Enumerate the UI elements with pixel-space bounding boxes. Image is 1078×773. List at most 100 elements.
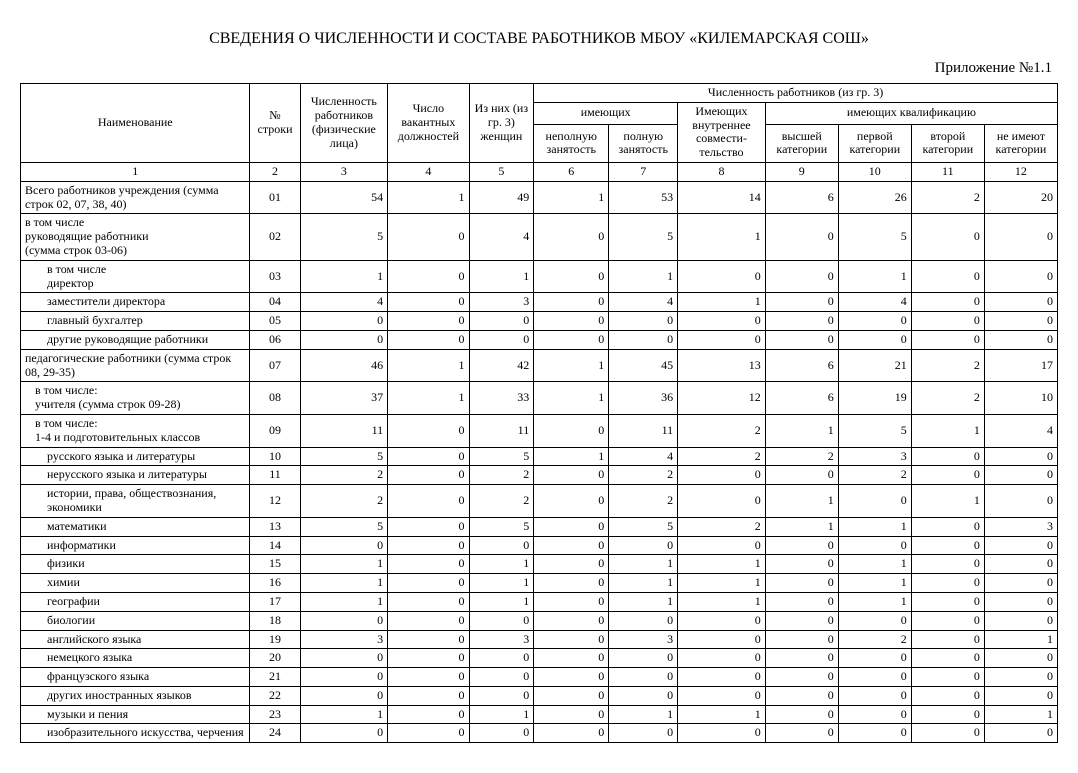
cell-value: 0 (469, 668, 534, 687)
cell-value: 1 (609, 574, 678, 593)
cell-value: 0 (678, 536, 766, 555)
column-number: 10 (838, 162, 911, 181)
cell-value: 2 (678, 414, 766, 447)
table-row: заместители директора044030410400 (21, 293, 1058, 312)
header-cat-second: второй категории (911, 124, 984, 162)
header-combined: Имеющих внутреннее совмести-тельство (678, 102, 766, 162)
cell-value: 0 (300, 649, 388, 668)
cell-value: 0 (838, 724, 911, 743)
cell-value: 2 (911, 349, 984, 382)
cell-value: 0 (678, 630, 766, 649)
column-number: 2 (250, 162, 300, 181)
cell-value: 0 (469, 330, 534, 349)
cell-value: 2 (911, 181, 984, 214)
cell-value: 0 (911, 293, 984, 312)
cell-value: 0 (609, 330, 678, 349)
cell-value: 0 (388, 611, 469, 630)
cell-value: 0 (534, 574, 609, 593)
cell-value: 5 (300, 447, 388, 466)
cell-value: 0 (388, 517, 469, 536)
cell-value: 0 (984, 611, 1057, 630)
cell-value: 1 (838, 517, 911, 536)
cell-value: 0 (765, 260, 838, 293)
cell-value: 0 (911, 592, 984, 611)
header-vacant: Число вакантных должностей (388, 84, 469, 163)
table-row: информатики140000000000 (21, 536, 1058, 555)
row-name: в том числе руководящие работники (сумма… (21, 214, 250, 260)
cell-value: 5 (838, 414, 911, 447)
cell-value: 33 (469, 382, 534, 415)
cell-value: 0 (300, 668, 388, 687)
cell-value: 1 (609, 705, 678, 724)
row-number: 04 (250, 293, 300, 312)
cell-value: 0 (911, 330, 984, 349)
row-name: немецкого языка (21, 649, 250, 668)
cell-value: 49 (469, 181, 534, 214)
cell-value: 0 (911, 668, 984, 687)
cell-value: 5 (300, 517, 388, 536)
cell-value: 11 (469, 414, 534, 447)
column-number: 7 (609, 162, 678, 181)
cell-value: 0 (388, 330, 469, 349)
row-name: физики (21, 555, 250, 574)
cell-value: 0 (388, 447, 469, 466)
cell-value: 0 (388, 312, 469, 331)
row-number: 20 (250, 649, 300, 668)
cell-value: 0 (534, 485, 609, 518)
cell-value: 0 (911, 517, 984, 536)
table-row: Всего работников учреждения (сумма строк… (21, 181, 1058, 214)
cell-value: 0 (911, 630, 984, 649)
table-row: в том числе руководящие работники (сумма… (21, 214, 1058, 260)
cell-value: 0 (678, 260, 766, 293)
row-number: 24 (250, 724, 300, 743)
row-name: в том числе: учителя (сумма строк 09-28) (21, 382, 250, 415)
cell-value: 0 (678, 686, 766, 705)
cell-value: 0 (388, 260, 469, 293)
cell-value: 1 (388, 382, 469, 415)
cell-value: 1 (838, 260, 911, 293)
row-number: 23 (250, 705, 300, 724)
cell-value: 0 (911, 312, 984, 331)
cell-value: 0 (300, 312, 388, 331)
cell-value: 0 (678, 668, 766, 687)
cell-value: 1 (469, 592, 534, 611)
cell-value: 6 (765, 181, 838, 214)
cell-value: 1 (678, 293, 766, 312)
cell-value: 0 (388, 592, 469, 611)
cell-value: 0 (911, 649, 984, 668)
table-row: другие руководящие работники060000000000 (21, 330, 1058, 349)
row-name: изобразительного искусства, черчения (21, 724, 250, 743)
cell-value: 0 (388, 724, 469, 743)
cell-value: 3 (609, 630, 678, 649)
cell-value: 2 (838, 630, 911, 649)
cell-value: 0 (534, 536, 609, 555)
cell-value: 0 (838, 536, 911, 555)
column-number: 12 (984, 162, 1057, 181)
cell-value: 0 (838, 705, 911, 724)
cell-value: 1 (469, 574, 534, 593)
row-number: 18 (250, 611, 300, 630)
cell-value: 46 (300, 349, 388, 382)
cell-value: 0 (911, 466, 984, 485)
row-number: 05 (250, 312, 300, 331)
table-row: нерусского языка и литературы11202020020… (21, 466, 1058, 485)
cell-value: 0 (911, 536, 984, 555)
cell-value: 0 (984, 724, 1057, 743)
cell-value: 0 (838, 668, 911, 687)
table-row: немецкого языка200000000000 (21, 649, 1058, 668)
row-name: педагогические работники (сумма строк 08… (21, 349, 250, 382)
cell-value: 0 (609, 611, 678, 630)
cell-value: 0 (534, 466, 609, 485)
header-cat-none: не имеют категории (984, 124, 1057, 162)
cell-value: 1 (678, 574, 766, 593)
column-number: 3 (300, 162, 388, 181)
cell-value: 1 (911, 485, 984, 518)
cell-value: 0 (678, 466, 766, 485)
cell-value: 0 (765, 330, 838, 349)
cell-value: 0 (388, 686, 469, 705)
cell-value: 0 (765, 668, 838, 687)
row-name: русского языка и литературы (21, 447, 250, 466)
cell-value: 0 (765, 536, 838, 555)
column-number: 11 (911, 162, 984, 181)
cell-value: 1 (911, 414, 984, 447)
